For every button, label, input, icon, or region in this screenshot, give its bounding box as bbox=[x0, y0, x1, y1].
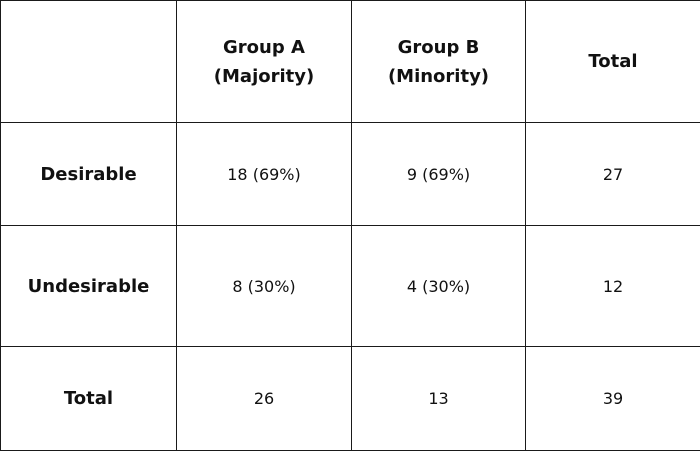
column-header-total: Total bbox=[526, 1, 700, 123]
table-cell: 18 (69%) bbox=[177, 123, 352, 226]
row-header-desirable: Desirable bbox=[1, 123, 177, 226]
table-cell: 39 bbox=[526, 347, 700, 451]
table-cell: 9 (69%) bbox=[352, 123, 526, 226]
table-cell: 4 (30%) bbox=[352, 226, 526, 347]
table-cell: 13 bbox=[352, 347, 526, 451]
table-cell: 8 (30%) bbox=[177, 226, 352, 347]
column-header-line: Group B bbox=[358, 33, 519, 62]
row-header-undesirable: Undesirable bbox=[1, 226, 177, 347]
table-row: Desirable 18 (69%) 9 (69%) 27 bbox=[1, 123, 700, 226]
column-header-group-b: Group B (Minority) bbox=[352, 1, 526, 123]
table-row: Undesirable 8 (30%) 4 (30%) 12 bbox=[1, 226, 700, 347]
corner-cell bbox=[1, 1, 177, 123]
table-cell: 26 bbox=[177, 347, 352, 451]
column-header-line: (Minority) bbox=[358, 62, 519, 91]
table-row: Total 26 13 39 bbox=[1, 347, 700, 451]
column-header-line: Total bbox=[532, 47, 694, 76]
column-header-group-a: Group A (Majority) bbox=[177, 1, 352, 123]
column-header-line: (Majority) bbox=[183, 62, 345, 91]
table-cell: 27 bbox=[526, 123, 700, 226]
row-header-total: Total bbox=[1, 347, 177, 451]
table-cell: 12 bbox=[526, 226, 700, 347]
column-header-line: Group A bbox=[183, 33, 345, 62]
header-row: Group A (Majority) Group B (Minority) To… bbox=[1, 1, 700, 123]
